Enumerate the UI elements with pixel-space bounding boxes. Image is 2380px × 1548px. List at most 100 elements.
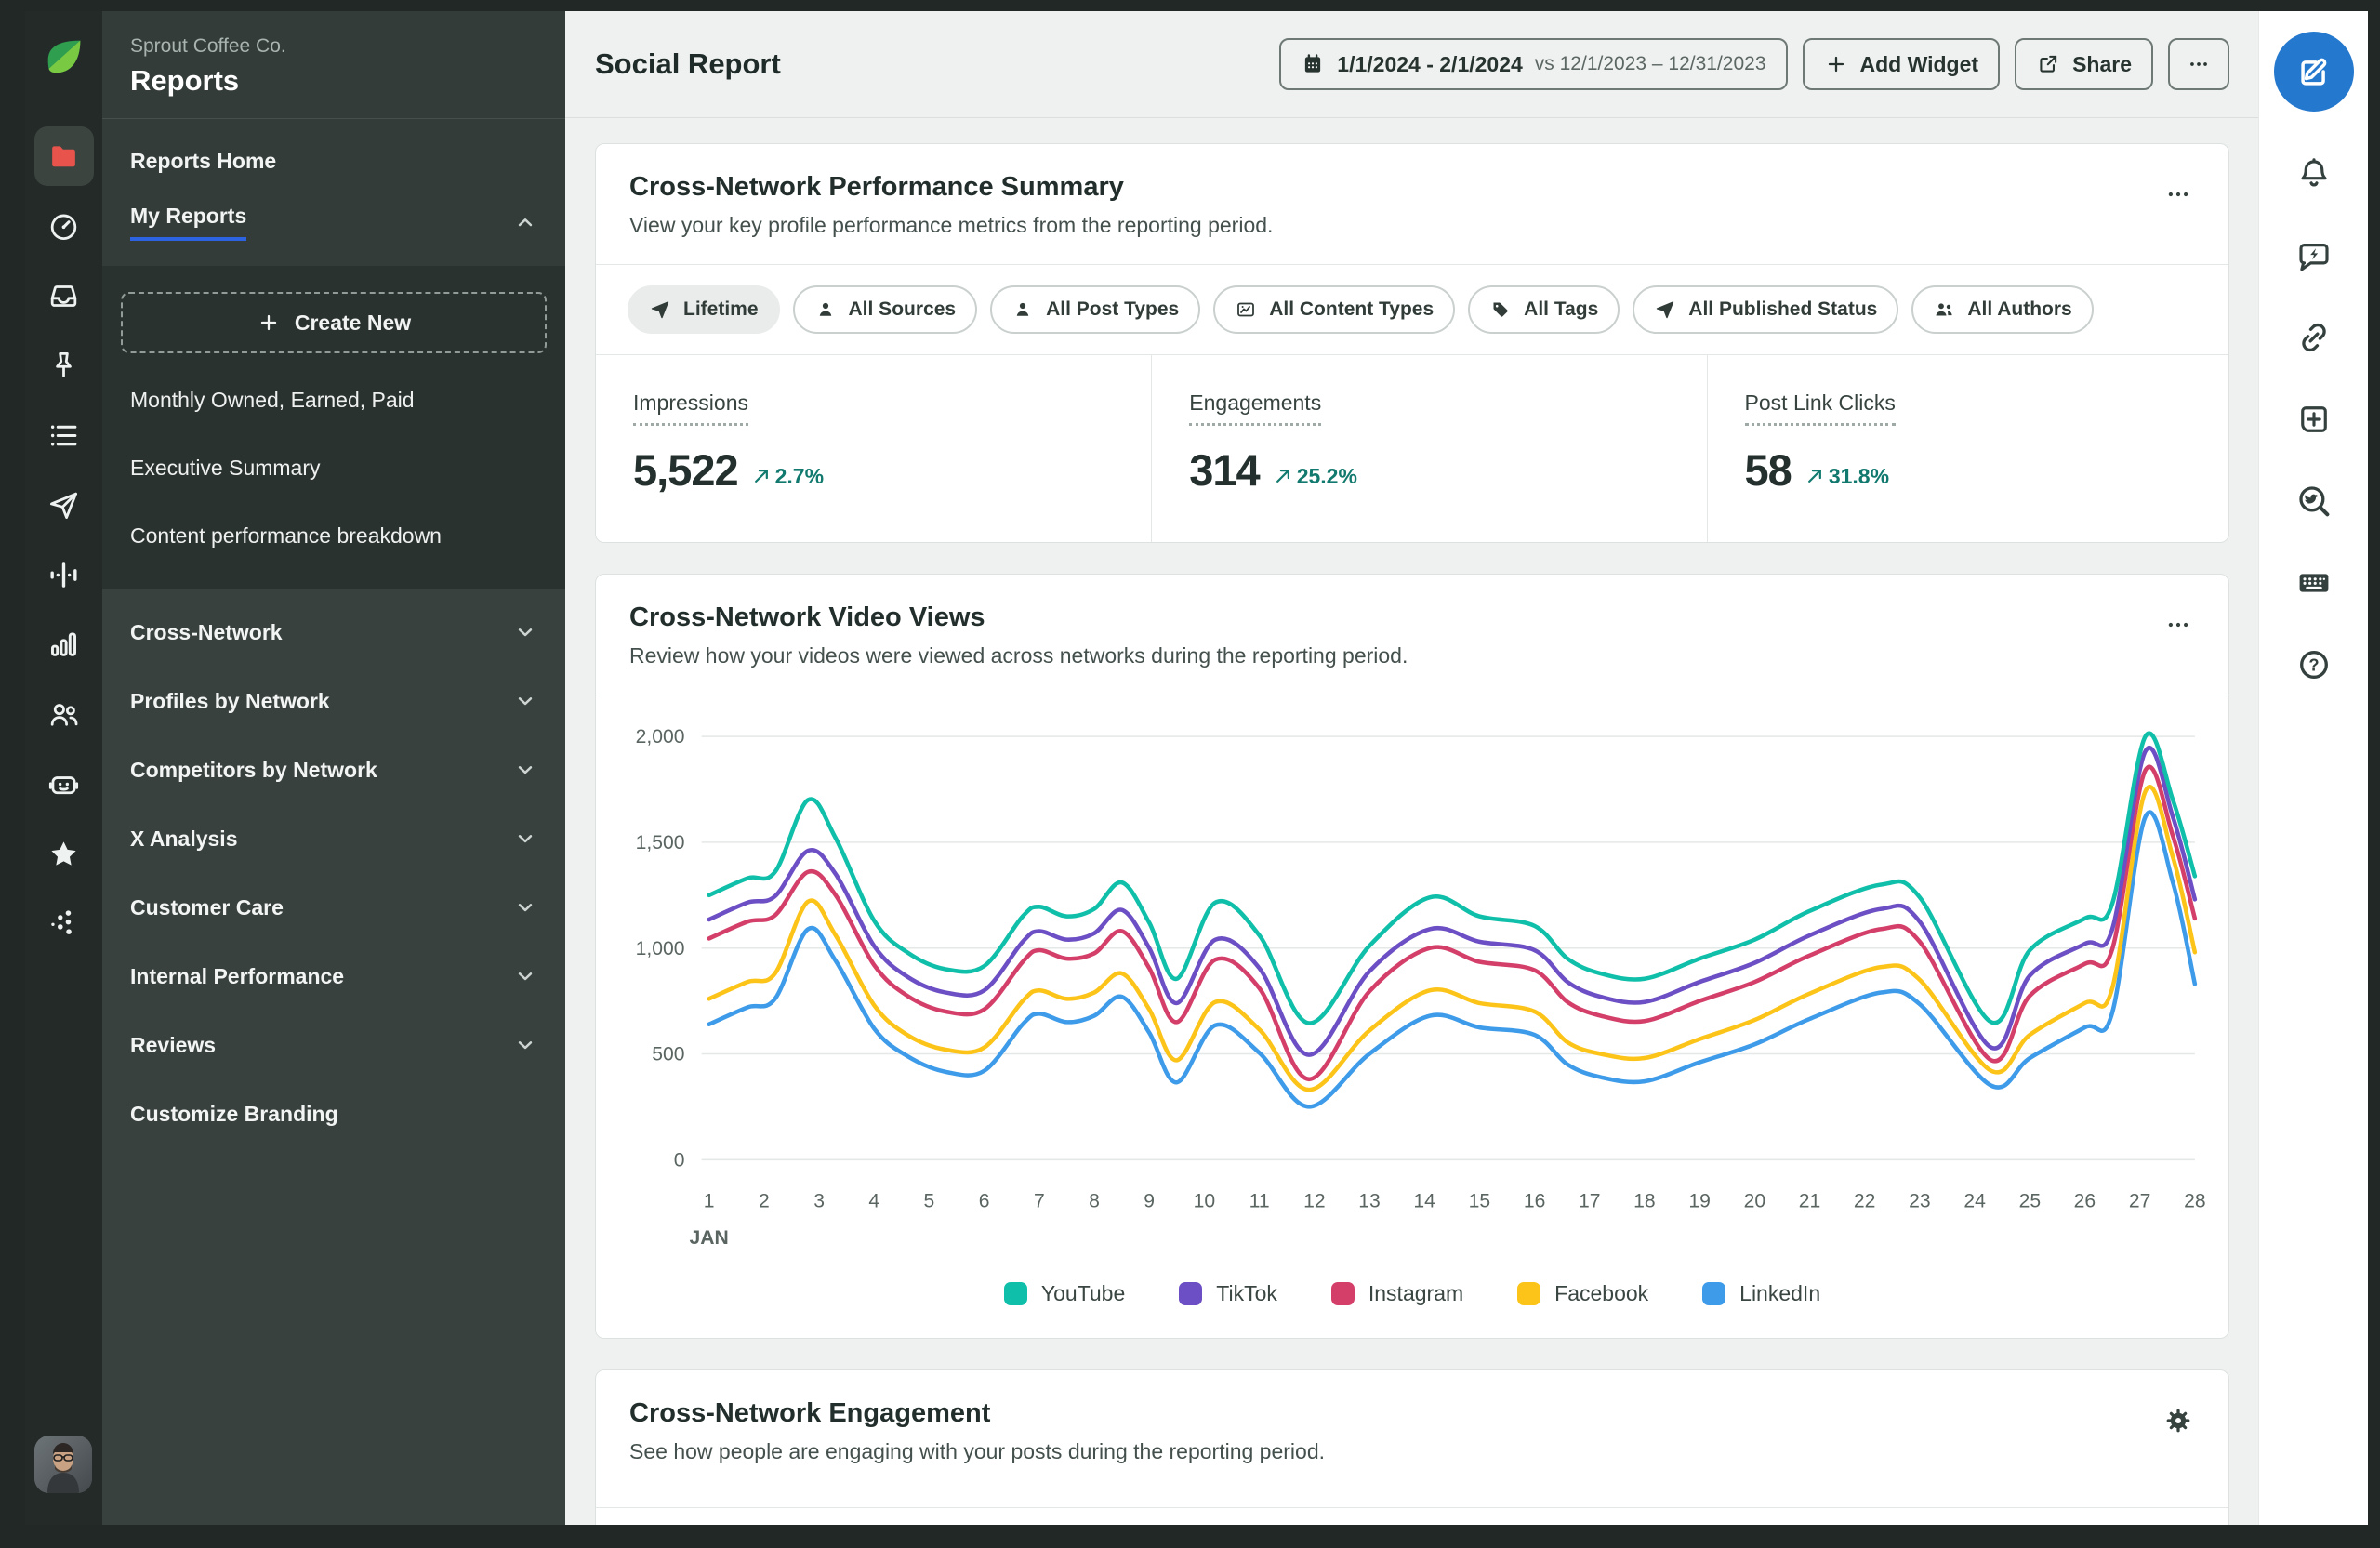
automation-bot-icon[interactable] <box>34 754 94 814</box>
legend-swatch <box>1330 1282 1355 1306</box>
report-canvas: Cross-Network Performance Summary View y… <box>565 143 2259 1525</box>
audience-people-icon[interactable] <box>34 684 94 744</box>
card-description: See how people are engaging with your po… <box>629 1439 1325 1464</box>
section-competitors-by-network[interactable]: Competitors by Network <box>102 735 565 804</box>
inbox-glyph <box>50 284 77 307</box>
svg-text:27: 27 <box>2129 1191 2151 1212</box>
legend-label: TikTok <box>1216 1281 1277 1306</box>
svg-text:7: 7 <box>1034 1191 1045 1212</box>
svg-text:26: 26 <box>2074 1191 2096 1212</box>
filter-pill-all-published-status[interactable]: All Published Status <box>1633 285 1899 334</box>
metric-label[interactable]: Post Link Clicks <box>1744 390 1896 426</box>
help-glyph <box>2299 651 2328 679</box>
card-description: View your key profile performance metric… <box>629 213 1274 237</box>
inbox-tray-icon[interactable] <box>34 266 94 325</box>
dashboard-gauge-icon[interactable] <box>34 196 94 256</box>
reviews-star-icon[interactable] <box>34 824 94 883</box>
chevron-down-icon <box>518 766 533 774</box>
rail-nav <box>25 126 102 953</box>
media-icon <box>1237 302 1255 317</box>
report-link-executive-summary[interactable]: Executive Summary <box>130 456 321 480</box>
filter-pill-lifetime[interactable]: Lifetime <box>628 285 780 334</box>
legend-item-youtube[interactable]: YouTube <box>1003 1281 1125 1306</box>
header-more-button[interactable] <box>2168 38 2229 90</box>
section-profiles-by-network[interactable]: Profiles by Network <box>102 667 565 735</box>
svg-text:JAN: JAN <box>690 1227 729 1249</box>
legend-item-linkedin[interactable]: LinkedIn <box>1702 1281 1820 1306</box>
report-link-monthly-owned-earned-paid[interactable]: Monthly Owned, Earned, Paid <box>130 388 415 412</box>
svg-text:17: 17 <box>1579 1191 1601 1212</box>
reports-folder-icon[interactable] <box>33 126 94 186</box>
svg-text:2,000: 2,000 <box>636 726 685 748</box>
keyboard-shortcuts-icon[interactable] <box>2293 562 2335 604</box>
send-icon <box>651 301 669 319</box>
legend-item-tiktok[interactable]: TikTok <box>1179 1281 1277 1306</box>
add-widget-button[interactable]: Add Widget <box>1802 38 2001 90</box>
date-range-button[interactable]: 1/1/2024 - 2/1/2024 vs 12/1/2023 – 12/31… <box>1279 38 1788 90</box>
person-icon <box>1016 302 1029 316</box>
quick-replies-chat-icon[interactable] <box>2293 234 2335 277</box>
copy-link-icon[interactable] <box>2293 316 2335 359</box>
chat-glyph <box>2298 244 2329 271</box>
legend-item-facebook[interactable]: Facebook <box>1517 1281 1648 1306</box>
notifications-bell-icon[interactable] <box>2293 152 2335 195</box>
filter-pill-all-post-types[interactable]: All Post Types <box>990 285 1201 334</box>
add-widget-box-icon[interactable] <box>2293 398 2335 441</box>
pinned-icon[interactable] <box>34 336 94 395</box>
section-x-analysis[interactable]: X Analysis <box>102 804 565 873</box>
create-new-button[interactable]: Create New <box>121 292 547 353</box>
card-menu-button[interactable] <box>2156 606 2201 643</box>
chevron-down-icon <box>518 904 533 912</box>
filter-pill-all-tags[interactable]: All Tags <box>1468 285 1620 334</box>
listening-wave-icon[interactable] <box>34 545 94 604</box>
analytics-bars-icon[interactable] <box>34 615 94 674</box>
svg-text:24: 24 <box>1964 1191 1986 1212</box>
legend-label: Instagram <box>1368 1281 1464 1306</box>
social-listening-search-icon[interactable] <box>2293 480 2335 523</box>
filter-pill-all-content-types[interactable]: All Content Types <box>1213 285 1456 334</box>
sidebar-title: Reports <box>130 64 240 97</box>
compose-icon[interactable] <box>2273 32 2354 112</box>
plus-icon <box>260 314 277 331</box>
filter-pill-all-authors[interactable]: All Authors <box>1911 285 2094 334</box>
metric-label[interactable]: Engagements <box>1189 390 1322 426</box>
video-views-card: Cross-Network Video Views Review how you… <box>595 574 2229 1340</box>
chevron-down-icon <box>518 835 533 843</box>
task-list-icon[interactable] <box>34 405 94 465</box>
section-customer-care[interactable]: Customer Care <box>102 873 565 942</box>
video-views-line-chart: 0 500 1,000 1,500 2,000 1 2 3 4 5 6 7 8 9 10 11 12 13 14 15… <box>596 695 2228 1272</box>
sidebar-item-reports-home[interactable]: Reports Home <box>130 148 277 173</box>
integrations-dots-icon[interactable] <box>34 893 94 953</box>
chevron-down-icon <box>518 972 533 981</box>
svg-text:8: 8 <box>1089 1191 1100 1212</box>
svg-text:20: 20 <box>1744 1191 1766 1212</box>
chevron-up-icon <box>518 218 533 227</box>
report-link-content-performance-breakdown[interactable]: Content performance breakdown <box>130 523 442 548</box>
svg-text:23: 23 <box>1909 1191 1931 1212</box>
section-customize-branding[interactable]: Customize Branding <box>130 1101 338 1126</box>
metric-label[interactable]: Impressions <box>633 390 748 426</box>
chevron-down-icon <box>518 628 533 637</box>
section-cross-network[interactable]: Cross-Network <box>102 598 565 667</box>
publishing-send-icon[interactable] <box>34 475 94 535</box>
users-glyph <box>50 703 78 726</box>
share-button[interactable]: Share <box>2015 38 2153 90</box>
card-settings-button[interactable] <box>2156 1402 2201 1439</box>
sidebar-item-my-reports[interactable]: My Reports <box>102 192 565 253</box>
card-menu-button[interactable] <box>2156 176 2201 213</box>
section-internal-performance[interactable]: Internal Performance <box>102 942 565 1011</box>
svg-text:0: 0 <box>674 1149 685 1171</box>
legend-swatch <box>1517 1282 1541 1306</box>
date-range-value: 1/1/2024 - 2/1/2024 <box>1337 51 1523 76</box>
svg-text:4: 4 <box>868 1191 879 1212</box>
filter-pill-all-sources[interactable]: All Sources <box>792 285 978 334</box>
svg-text:5: 5 <box>924 1191 935 1212</box>
help-icon[interactable] <box>2293 643 2335 686</box>
compose-glyph <box>2300 58 2326 86</box>
send-glyph <box>50 492 77 519</box>
svg-text:19: 19 <box>1688 1191 1710 1212</box>
sprout-logo-icon[interactable] <box>40 33 88 82</box>
legend-item-instagram[interactable]: Instagram <box>1330 1281 1464 1306</box>
user-avatar[interactable] <box>34 1436 92 1493</box>
section-reviews[interactable]: Reviews <box>102 1011 565 1079</box>
